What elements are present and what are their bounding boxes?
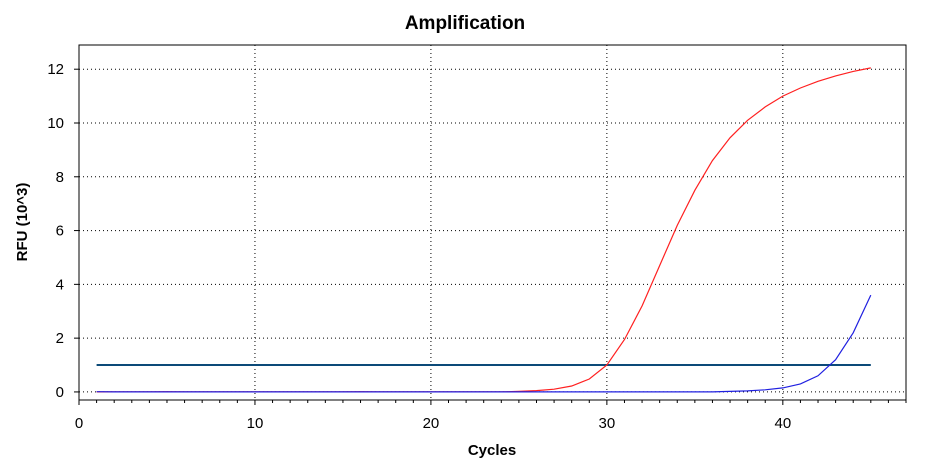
x-tick-label: 30 — [599, 415, 616, 432]
red-curve-line — [96, 67, 871, 393]
y-tick-label: 10 — [47, 115, 64, 132]
x-tick-label: 20 — [423, 415, 440, 432]
blue-curve-line — [96, 294, 872, 393]
y-axis-label: RFU (10^3) — [14, 183, 31, 262]
y-tick-label: 12 — [47, 61, 64, 78]
plot-area — [78, 44, 907, 401]
series-layer — [96, 67, 872, 393]
y-tick-label: 2 — [56, 330, 64, 347]
y-tick-label: 4 — [56, 276, 64, 293]
x-tick-label: 40 — [774, 415, 791, 432]
x-tick-label: 10 — [247, 415, 264, 432]
grid — [79, 45, 906, 400]
chart-title: Amplification — [405, 13, 525, 34]
y-tick-label: 8 — [56, 169, 64, 186]
x-tick-label: 0 — [75, 415, 83, 432]
y-tick-label: 6 — [56, 223, 64, 240]
y-tick-label: 0 — [56, 384, 64, 401]
x-axis-label: Cycles — [468, 442, 516, 459]
axis-ticks: 0 10 20 30 40 0 2 4 6 8 10 12 — [47, 61, 907, 432]
